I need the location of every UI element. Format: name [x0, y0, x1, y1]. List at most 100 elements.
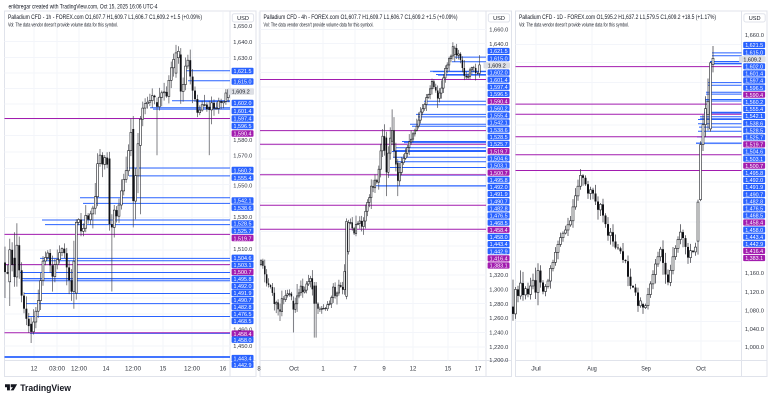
- svg-text:1,597.4: 1,597.4: [745, 79, 763, 85]
- svg-text:1,519.7: 1,519.7: [490, 149, 508, 155]
- svg-text:12: 12: [410, 367, 417, 373]
- svg-text:1,538.6: 1,538.6: [234, 206, 252, 212]
- svg-text:USD: USD: [237, 16, 249, 22]
- svg-text:USD: USD: [749, 16, 761, 22]
- svg-text:1,260.0: 1,260.0: [489, 316, 508, 322]
- svg-text:1,442.9: 1,442.9: [745, 242, 763, 248]
- svg-text:8: 8: [257, 367, 261, 373]
- svg-text:1,504.6: 1,504.6: [745, 150, 763, 156]
- svg-text:1,615.0: 1,615.0: [490, 56, 508, 62]
- svg-text:1,200.0: 1,200.0: [489, 358, 508, 364]
- svg-text:1,519.7: 1,519.7: [745, 143, 763, 149]
- svg-text:1,602.0: 1,602.0: [234, 101, 252, 107]
- svg-text:1,596.5: 1,596.5: [234, 124, 252, 130]
- svg-text:TradingView: TradingView: [20, 383, 72, 393]
- svg-text:1,525.7: 1,525.7: [745, 136, 763, 142]
- svg-text:1,442.9: 1,442.9: [490, 249, 508, 255]
- svg-text:Sep: Sep: [641, 367, 651, 373]
- svg-text:15: 15: [160, 367, 167, 373]
- svg-text:1,550.0: 1,550.0: [233, 183, 252, 189]
- svg-text:1,320.0: 1,320.0: [489, 273, 508, 279]
- svg-text:1,580.0: 1,580.0: [233, 138, 252, 144]
- svg-text:1,468.5: 1,468.5: [490, 221, 508, 227]
- svg-text:1,491.9: 1,491.9: [745, 185, 763, 191]
- svg-text:1,542.1: 1,542.1: [234, 199, 252, 205]
- svg-text:1,519.7: 1,519.7: [234, 236, 252, 242]
- svg-text:1,468.5: 1,468.5: [745, 214, 763, 220]
- svg-text:1,504.6: 1,504.6: [490, 156, 508, 162]
- svg-text:16: 16: [220, 367, 227, 373]
- svg-text:1,601.4: 1,601.4: [234, 109, 252, 115]
- svg-text:1,500.7: 1,500.7: [490, 171, 508, 177]
- svg-text:1,640.0: 1,640.0: [489, 42, 508, 48]
- svg-text:1,597.4: 1,597.4: [490, 85, 508, 91]
- svg-text:1,490.7: 1,490.7: [234, 298, 252, 304]
- svg-text:1,621.5: 1,621.5: [234, 69, 252, 75]
- svg-text:Palladium CFD - 1D - FOREX.com: Palladium CFD - 1D - FOREX.com O1,595.2 …: [519, 14, 716, 21]
- svg-text:1,495.8: 1,495.8: [234, 277, 252, 283]
- svg-text:1,590.4: 1,590.4: [234, 132, 252, 138]
- svg-text:1,542.1: 1,542.1: [745, 114, 763, 120]
- svg-text:1,280.0: 1,280.0: [489, 302, 508, 308]
- svg-text:1,443.4: 1,443.4: [234, 356, 252, 362]
- svg-text:1,503.1: 1,503.1: [745, 157, 763, 163]
- svg-text:1,500.7: 1,500.7: [745, 164, 763, 170]
- svg-text:9: 9: [382, 367, 386, 373]
- svg-text:1,615.0: 1,615.0: [234, 80, 252, 86]
- svg-text:1,609.2: 1,609.2: [232, 90, 250, 96]
- svg-text:1,492.0: 1,492.0: [745, 178, 763, 184]
- svg-text:1,442.9: 1,442.9: [234, 363, 252, 369]
- svg-text:1,458.4: 1,458.4: [234, 332, 252, 338]
- svg-text:12:00: 12:00: [71, 367, 88, 373]
- svg-text:Palladium CFD - 4h - FOREX.com: Palladium CFD - 4h - FOREX.com O1,607.7 …: [264, 14, 458, 21]
- svg-text:1,640.0: 1,640.0: [233, 40, 252, 46]
- svg-text:1,660.0: 1,660.0: [745, 33, 764, 39]
- svg-text:1,476.5: 1,476.5: [234, 312, 252, 318]
- svg-text:1,510.0: 1,510.0: [233, 247, 252, 253]
- svg-text:1,416.4: 1,416.4: [490, 257, 508, 263]
- svg-text:1,560.2: 1,560.2: [745, 100, 763, 106]
- svg-text:Oct: Oct: [696, 367, 706, 373]
- svg-text:1,660.0: 1,660.0: [489, 27, 508, 33]
- svg-text:1,601.4: 1,601.4: [745, 72, 763, 78]
- svg-text:17: 17: [475, 367, 482, 373]
- svg-text:1,160.0: 1,160.0: [745, 271, 764, 277]
- svg-text:1,492.0: 1,492.0: [490, 185, 508, 191]
- svg-text:15: 15: [445, 367, 452, 373]
- svg-text:1,040.0: 1,040.0: [745, 327, 764, 333]
- svg-text:1,482.8: 1,482.8: [234, 305, 252, 311]
- svg-text:1,458.0: 1,458.0: [234, 338, 252, 344]
- svg-text:erikbregar created with Tradin: erikbregar created with TradingView.com,…: [9, 4, 158, 11]
- svg-text:1,458.4: 1,458.4: [490, 228, 508, 234]
- svg-text:1,528.5: 1,528.5: [745, 128, 763, 134]
- svg-text:1,468.5: 1,468.5: [234, 319, 252, 325]
- svg-text:Jul: Jul: [531, 367, 541, 373]
- svg-text:Vol: The data vendor doesn't p: Vol: The data vendor doesn't provide vol…: [264, 23, 374, 29]
- svg-text:1,450.0: 1,450.0: [233, 344, 252, 350]
- svg-text:14: 14: [103, 367, 110, 373]
- svg-text:1,503.1: 1,503.1: [490, 164, 508, 170]
- svg-text:1,538.6: 1,538.6: [490, 128, 508, 134]
- svg-text:1,596.5: 1,596.5: [745, 86, 763, 92]
- svg-text:1,560.2: 1,560.2: [490, 106, 508, 112]
- svg-text:1,560.2: 1,560.2: [234, 168, 252, 174]
- svg-text:1,615.0: 1,615.0: [745, 50, 763, 56]
- svg-text:1,383.1: 1,383.1: [745, 256, 763, 262]
- svg-text:1,596.5: 1,596.5: [490, 92, 508, 98]
- svg-text:1,416.4: 1,416.4: [745, 249, 763, 255]
- svg-text:Vol: The data vendor doesn't p: Vol: The data vendor doesn't provide vol…: [519, 23, 629, 29]
- svg-text:1,650.0: 1,650.0: [233, 24, 252, 30]
- svg-text:12:00: 12:00: [125, 367, 142, 373]
- svg-text:1,555.4: 1,555.4: [234, 176, 252, 182]
- svg-text:1,609.2: 1,609.2: [743, 57, 761, 63]
- svg-text:1,443.4: 1,443.4: [745, 235, 763, 241]
- svg-text:1,120.0: 1,120.0: [745, 290, 764, 296]
- svg-text:1,476.5: 1,476.5: [490, 214, 508, 220]
- svg-text:1,490.7: 1,490.7: [490, 199, 508, 205]
- svg-text:USD: USD: [493, 16, 505, 22]
- svg-text:7: 7: [353, 367, 357, 373]
- svg-text:1,482.8: 1,482.8: [745, 199, 763, 205]
- svg-text:1,621.5: 1,621.5: [490, 49, 508, 55]
- svg-text:1,609.2: 1,609.2: [488, 64, 506, 70]
- svg-text:1,602.0: 1,602.0: [490, 71, 508, 77]
